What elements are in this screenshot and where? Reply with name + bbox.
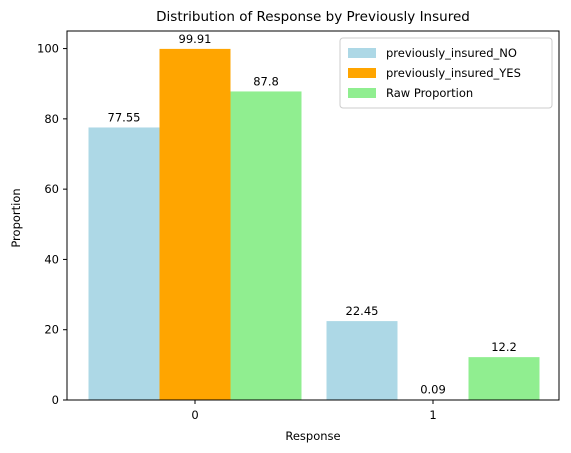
legend-box: [339, 37, 553, 109]
data-labels-layer: 77.55 22.45 99.91 0.09 87.8 12.2: [108, 32, 517, 397]
y-tick-label: 60: [44, 182, 59, 196]
data-label: 12.2: [491, 340, 517, 354]
chart-title: Distribution of Response by Previously I…: [156, 9, 470, 25]
legend-label: previously_insured_NO: [386, 46, 517, 60]
legend-label: Raw Proportion: [386, 86, 473, 100]
legend-swatch: [348, 48, 376, 58]
data-label: 22.45: [346, 304, 379, 318]
bars-layer: [88, 48, 540, 401]
bar-previously_insured_NO-1: [326, 321, 398, 400]
legend: previously_insured_NO previously_insured_…: [339, 37, 553, 109]
data-label: 0.09: [420, 383, 446, 397]
y-tick-label: 0: [52, 393, 59, 407]
y-tick-label: 20: [44, 323, 59, 337]
y-tick-label: 80: [44, 112, 59, 126]
data-label: 87.8: [253, 74, 279, 88]
legend-swatch: [348, 88, 376, 98]
data-label: 77.55: [108, 110, 141, 124]
plot-frame: [66, 30, 560, 401]
bar-Raw Proportion-1: [468, 357, 540, 400]
bar-Raw Proportion-0: [230, 91, 302, 401]
y-axis-label: Proportion: [9, 188, 23, 247]
legend-label: previously_insured_YES: [386, 66, 521, 80]
legend-swatch: [348, 68, 376, 78]
y-tick-label: 40: [44, 252, 59, 266]
bar-previously_insured_YES-0: [159, 48, 231, 400]
y-tick-label: 100: [37, 42, 59, 56]
data-label: 99.91: [179, 32, 212, 46]
x-axis-label: Response: [285, 429, 340, 443]
bar-previously_insured_NO-0: [88, 127, 160, 401]
x-tick-label: 1: [429, 408, 436, 422]
x-tick-label: 0: [191, 408, 198, 422]
axes-layer: 0 20 40 60 80 100 0 1: [37, 30, 560, 422]
